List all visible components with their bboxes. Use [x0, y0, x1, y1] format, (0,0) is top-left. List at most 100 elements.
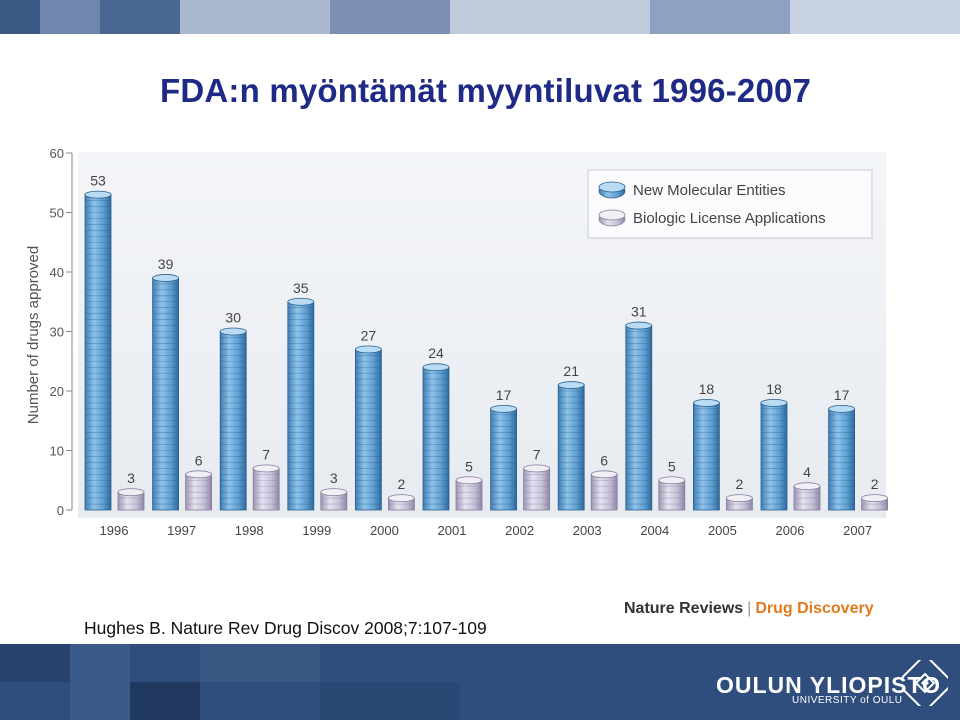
approvals-bar-chart: Number of drugs approved 0 10 20 30 40 50 60 5… [25, 146, 888, 538]
nme-bar-cap [693, 398, 720, 407]
legend-item: New Molecular Entities [598, 181, 786, 199]
bla-bar: 2 [861, 476, 888, 511]
legend-box [587, 169, 873, 239]
data-label: 27 [361, 327, 377, 343]
nme-bar-body [287, 301, 315, 511]
legend-label: Biologic License Applications [633, 210, 826, 227]
data-label: 2 [398, 476, 406, 492]
x-tick-label: 2007 [843, 523, 872, 538]
data-label: 17 [834, 387, 850, 403]
x-tick-label: 1996 [100, 523, 129, 538]
nme-bar-cap [760, 398, 788, 407]
nme-bar: 18 [760, 381, 788, 511]
bla-bar-cap [185, 470, 213, 479]
bla-bar-body [252, 467, 280, 511]
legend-swatch-cap [598, 209, 626, 221]
bla-bar-cap [320, 488, 348, 497]
x-tick-label: 2006 [776, 523, 805, 538]
data-label: 24 [428, 345, 444, 361]
bla-bar-cap [658, 476, 686, 485]
nme-bar-body [354, 348, 382, 511]
journal-name: Nature Reviews [624, 600, 744, 617]
bla-bar-cap [523, 464, 550, 473]
y-tick-label: 10 [50, 444, 64, 459]
bla-bar-cap [117, 488, 145, 497]
data-label: 30 [225, 310, 241, 326]
bla-bar: 7 [523, 446, 550, 511]
bla-bar: 3 [320, 470, 348, 511]
nme-bar: 53 [84, 173, 112, 511]
bla-bar-body [523, 467, 550, 511]
nme-bar-body [490, 408, 518, 511]
bla-bar-cap [590, 470, 618, 479]
data-label: 17 [496, 387, 512, 403]
university-logo-icon [902, 660, 948, 706]
nme-bar-body [557, 384, 585, 511]
y-tick-label: 50 [50, 206, 64, 221]
bla-bar: 5 [455, 458, 483, 511]
nme-bar-cap [422, 363, 450, 372]
nme-bar-body [152, 277, 180, 511]
bla-bar-cap [861, 494, 888, 503]
nme-bar-body [84, 194, 112, 511]
y-tick-label: 20 [50, 384, 64, 399]
data-label: 2 [736, 476, 744, 492]
nme-bar-cap [219, 327, 247, 336]
nme-bar: 17 [828, 387, 855, 511]
x-tick-label: 2005 [708, 523, 737, 538]
bla-bar-cap [387, 494, 415, 503]
x-tick-label: 1999 [302, 523, 331, 538]
nme-bar: 17 [490, 387, 518, 511]
bla-bar-cap [455, 476, 483, 485]
data-label: 5 [668, 458, 676, 474]
bla-bar: 4 [793, 464, 821, 511]
data-label: 35 [293, 280, 309, 296]
data-label: 7 [262, 446, 270, 462]
x-tick-label: 1997 [167, 523, 196, 538]
bla-bar-body [658, 479, 686, 511]
nme-bar-cap [490, 404, 518, 413]
data-label: 53 [90, 173, 106, 189]
nme-bar-cap [354, 345, 382, 354]
nme-bar-cap [828, 404, 855, 413]
bla-bar-body [455, 479, 483, 511]
nme-bar: 27 [354, 327, 382, 511]
nme-bar: 35 [287, 280, 315, 511]
header-decoration-band [0, 0, 960, 34]
nme-bar-cap [84, 190, 112, 199]
nme-bar: 39 [152, 256, 180, 511]
chart-legend: New Molecular Entities Biologic License A… [587, 169, 873, 239]
nme-bar: 31 [625, 304, 653, 511]
bla-bar: 3 [117, 470, 145, 511]
slide-title: FDA:n myöntämät myyntiluvat 1996-2007 [160, 72, 812, 109]
bla-bar-cap [793, 482, 821, 491]
x-tick-label: 2003 [573, 523, 602, 538]
data-label: 3 [330, 470, 338, 486]
x-tick-label: 1998 [235, 523, 264, 538]
citation-text: Hughes B. Nature Rev Drug Discov 2008;7:… [84, 618, 487, 638]
y-tick-label: 40 [50, 265, 64, 280]
x-tick-label: 2004 [640, 523, 669, 538]
x-tick-label: 2000 [370, 523, 399, 538]
data-label: 6 [600, 452, 608, 468]
y-tick-label: 30 [50, 325, 64, 340]
nme-bar-cap [557, 381, 585, 389]
nme-bar-body [625, 325, 653, 511]
data-label: 4 [803, 464, 811, 480]
data-label: 18 [766, 381, 782, 397]
data-label: 3 [127, 470, 135, 486]
nme-bar: 30 [219, 310, 247, 511]
bla-bar: 5 [658, 458, 686, 511]
bla-bar: 7 [252, 446, 280, 511]
legend-item: Biologic License Applications [598, 209, 826, 227]
nme-bar-body [828, 408, 855, 511]
data-label: 7 [533, 446, 541, 462]
nme-bar: 24 [422, 345, 450, 511]
bla-bar: 6 [185, 452, 213, 511]
journal-section: Drug Discovery [755, 600, 874, 617]
y-tick-label: 60 [50, 146, 64, 161]
bla-bar-cap [726, 494, 753, 503]
data-label: 5 [465, 458, 473, 474]
y-tick-label: 0 [57, 503, 64, 518]
data-label: 39 [158, 256, 174, 272]
